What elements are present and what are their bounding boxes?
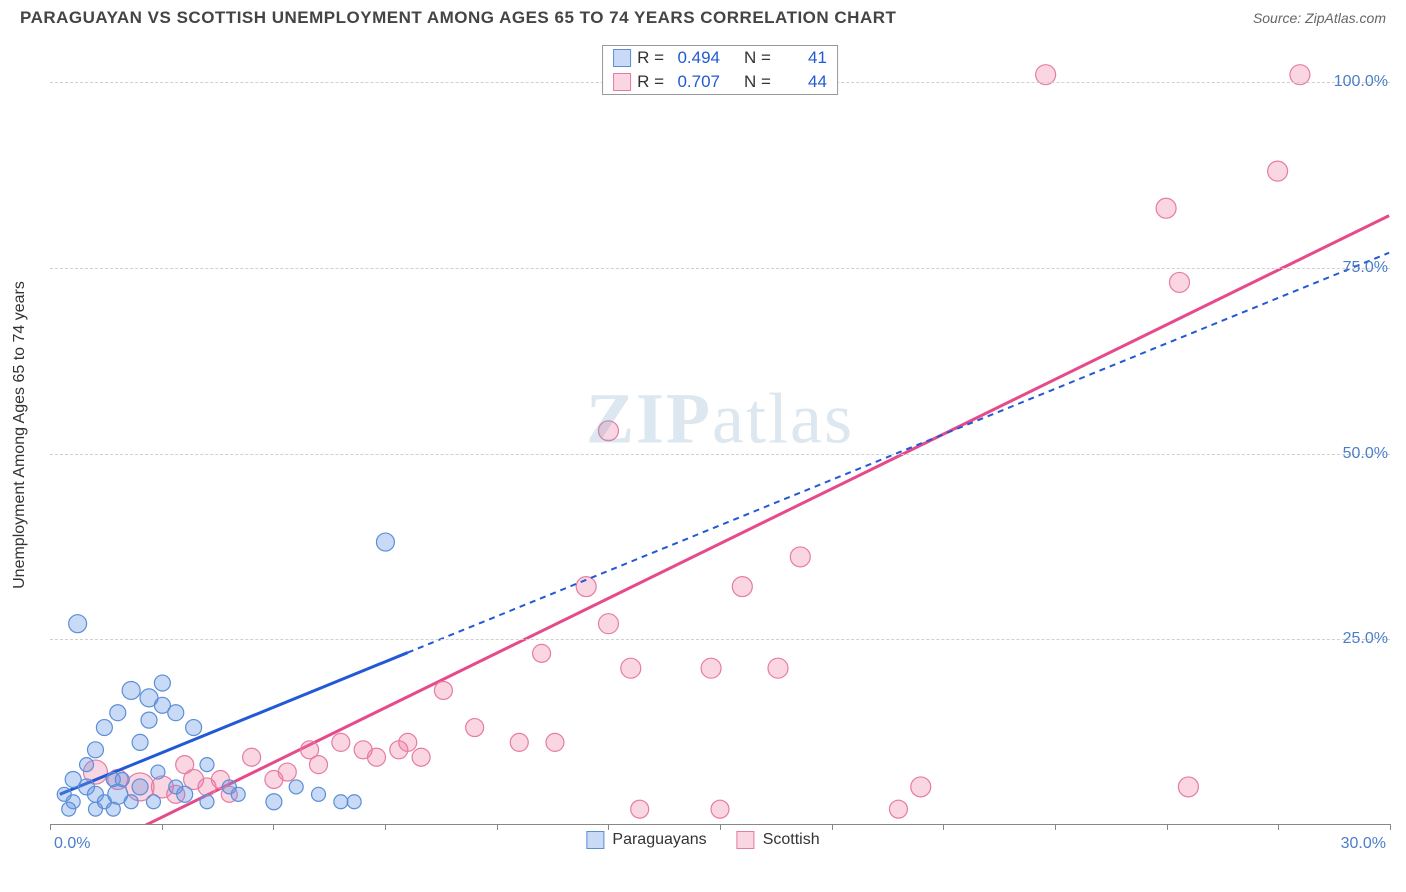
x-tick <box>943 824 944 830</box>
chart-title: PARAGUAYAN VS SCOTTISH UNEMPLOYMENT AMON… <box>20 8 896 28</box>
x-tick <box>1055 824 1056 830</box>
x-tick <box>1278 824 1279 830</box>
x-tick <box>50 824 51 830</box>
x-tick <box>832 824 833 830</box>
x-tick-label-max: 30.0% <box>1341 835 1386 853</box>
chart-plot-area: Unemployment Among Ages 65 to 74 years R… <box>50 45 1390 825</box>
x-tick <box>273 824 274 830</box>
r-label: R = <box>637 72 664 92</box>
paraguayans-swatch-icon <box>586 831 604 849</box>
y-tick-label: 50.0% <box>1343 445 1392 463</box>
x-tick <box>1390 824 1391 830</box>
y-tick-label: 75.0% <box>1343 259 1392 277</box>
stats-row-paraguayans: R = 0.494 N = 41 <box>603 46 837 70</box>
scottish-swatch-icon <box>737 831 755 849</box>
x-tick-label-min: 0.0% <box>54 835 90 853</box>
legend-label-paraguayans: Paraguayans <box>612 831 706 849</box>
y-tick-label: 100.0% <box>1334 73 1392 91</box>
gridline <box>50 268 1390 269</box>
x-tick <box>608 824 609 830</box>
x-tick <box>720 824 721 830</box>
x-tick <box>1167 824 1168 830</box>
x-tick <box>497 824 498 830</box>
source-attribution: Source: ZipAtlas.com <box>1253 10 1386 26</box>
x-tick <box>162 824 163 830</box>
paraguayans-swatch-icon <box>613 49 631 67</box>
legend-item-scottish: Scottish <box>737 831 820 849</box>
scatter-plot-svg <box>50 45 1390 824</box>
n-value-paraguayans: 41 <box>777 48 827 68</box>
stats-row-scottish: R = 0.707 N = 44 <box>603 70 837 94</box>
legend-label-scottish: Scottish <box>763 831 820 849</box>
n-value-scottish: 44 <box>777 72 827 92</box>
gridline <box>50 639 1390 640</box>
legend-item-paraguayans: Paraguayans <box>586 831 706 849</box>
y-tick-label: 25.0% <box>1343 630 1392 648</box>
r-value-scottish: 0.707 <box>670 72 720 92</box>
correlation-stats-box: R = 0.494 N = 41 R = 0.707 N = 44 <box>602 45 838 95</box>
n-label: N = <box>744 72 771 92</box>
r-label: R = <box>637 48 664 68</box>
scottish-swatch-icon <box>613 73 631 91</box>
x-tick <box>385 824 386 830</box>
r-value-paraguayans: 0.494 <box>670 48 720 68</box>
n-label: N = <box>744 48 771 68</box>
series-legend: Paraguayans Scottish <box>586 831 819 849</box>
y-axis-label: Unemployment Among Ages 65 to 74 years <box>11 281 29 589</box>
gridline <box>50 454 1390 455</box>
